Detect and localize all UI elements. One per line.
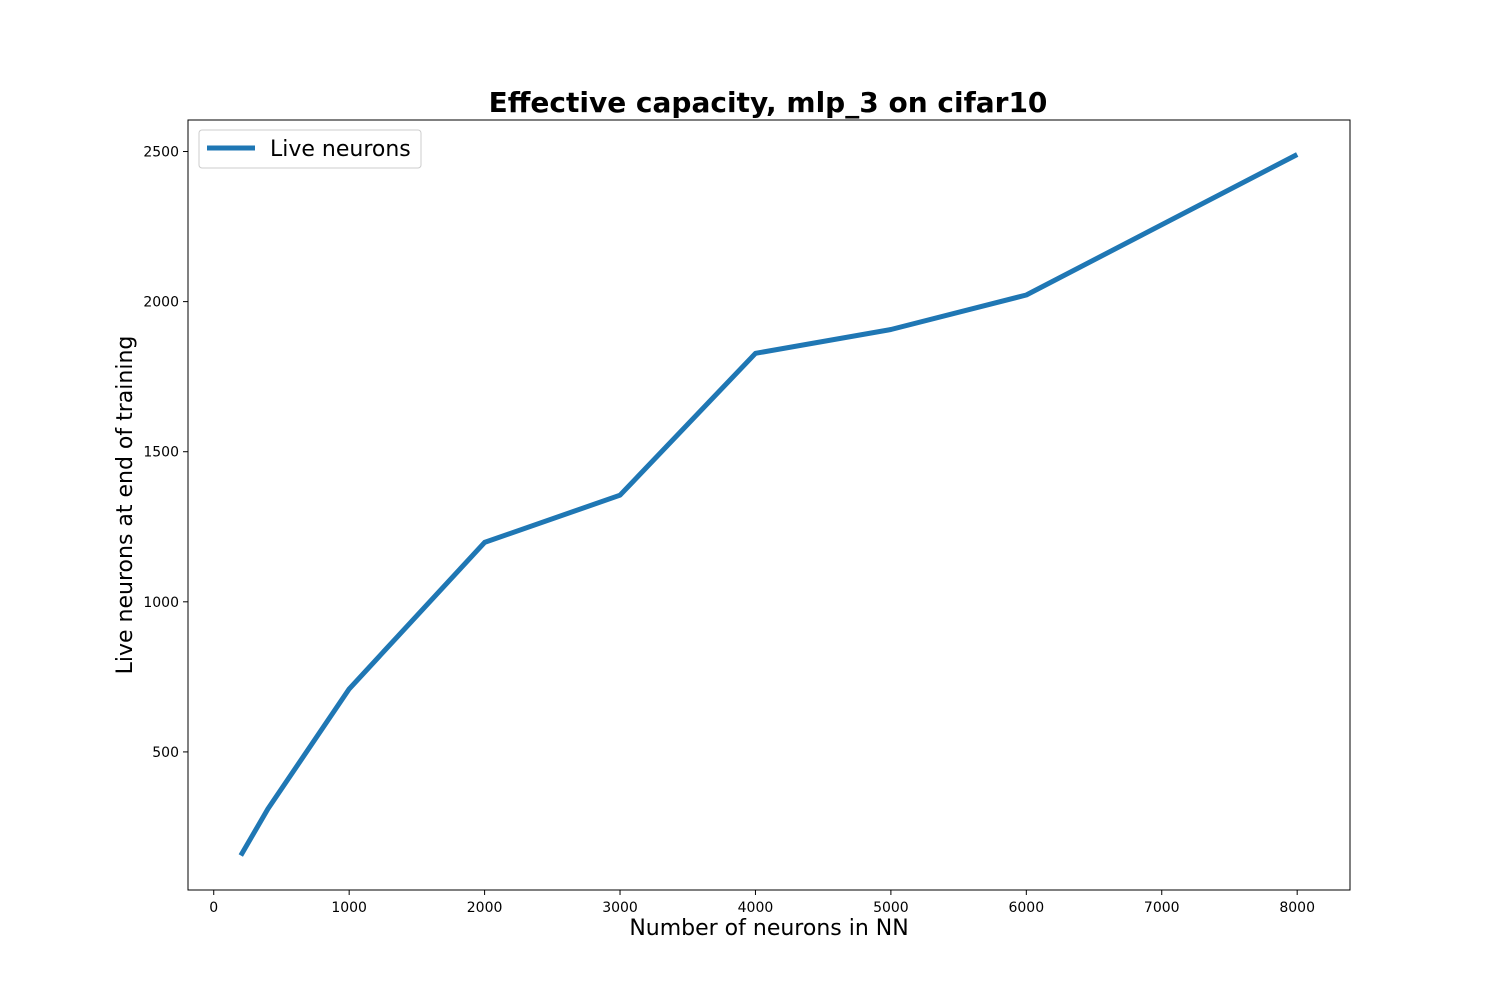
legend: Live neurons [198, 129, 422, 169]
y-tick-label: 1000 [143, 595, 179, 611]
x-tick-label: 3000 [602, 900, 638, 916]
y-axis-label: Live neurons at end of training [113, 336, 138, 675]
series-line-1 [238, 152, 1299, 857]
legend-label: Live neurons [270, 137, 411, 162]
series-layer [238, 152, 1299, 857]
plot-area-frame [187, 119, 1351, 891]
x-tick-label: 6000 [1008, 900, 1044, 916]
y-axis-ticks: 500 1000 1500 2000 2500 [143, 145, 188, 761]
x-tick-label: 2000 [467, 900, 503, 916]
y-tick-label: 1500 [143, 445, 179, 461]
x-axis-label: Number of neurons in NN [629, 916, 908, 941]
x-tick-label: 0 [209, 900, 218, 916]
x-tick-label: 5000 [873, 900, 909, 916]
x-tick-label: 7000 [1144, 900, 1180, 916]
chart-title: Effective capacity, mlp_3 on cifar10 [489, 86, 1048, 119]
y-tick-label: 2000 [143, 295, 179, 311]
y-tick-label: 500 [152, 745, 179, 761]
x-tick-label: 8000 [1279, 900, 1315, 916]
x-tick-label: 4000 [738, 900, 774, 916]
legend-box [198, 129, 422, 169]
x-axis-ticks: 0 1000 2000 3000 4000 5000 6000 7000 8000 [209, 890, 1315, 916]
x-tick-label: 1000 [331, 900, 367, 916]
y-tick-label: 2500 [143, 145, 179, 161]
